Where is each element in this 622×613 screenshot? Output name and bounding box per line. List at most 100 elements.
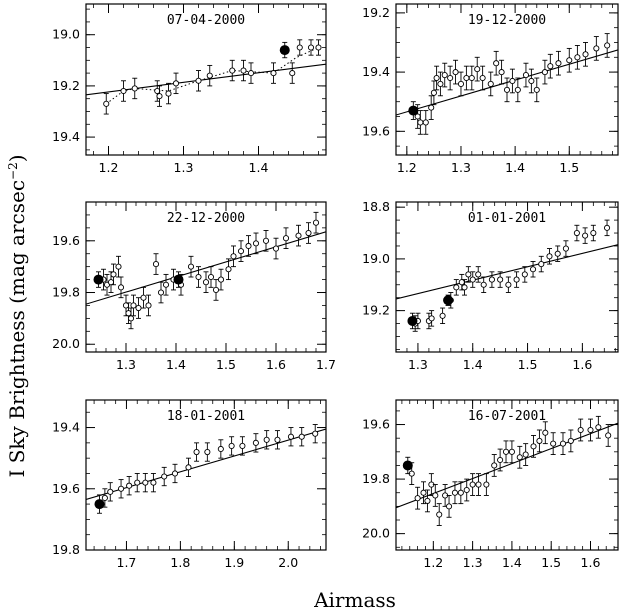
marker-open — [480, 281, 487, 288]
data-point — [162, 273, 170, 296]
marker-filled — [94, 499, 105, 510]
marker-open — [542, 429, 549, 436]
data-point — [110, 263, 117, 286]
data-point — [603, 219, 611, 237]
data-point — [145, 294, 152, 317]
marker-open — [453, 284, 460, 291]
marker-open — [513, 276, 520, 283]
data-point — [541, 59, 548, 85]
data-point — [546, 248, 553, 265]
marker-filled — [408, 105, 419, 116]
marker-open — [204, 448, 211, 456]
data-point — [229, 59, 236, 82]
marker-open — [134, 479, 141, 486]
data-point — [252, 433, 259, 453]
data-point — [161, 466, 168, 487]
data-point — [465, 266, 472, 283]
marker-open — [475, 271, 482, 278]
data-point — [298, 427, 305, 447]
x-axis-label: Airmass — [313, 588, 396, 612]
marker-open — [554, 250, 561, 257]
marker-open — [172, 80, 180, 87]
marker-open — [107, 488, 114, 495]
data-point-filled — [173, 271, 184, 288]
data-point — [457, 481, 464, 505]
data-point — [439, 307, 446, 325]
data-point-filled — [408, 101, 419, 120]
data-point — [433, 65, 440, 91]
marker-open — [237, 248, 245, 255]
panel-frame — [85, 399, 327, 551]
data-point — [272, 237, 280, 260]
marker-open — [117, 284, 125, 291]
data-point — [252, 232, 260, 255]
data-point — [498, 59, 505, 85]
dotted-line — [106, 47, 319, 105]
marker-open — [562, 245, 569, 252]
marker-open — [161, 473, 168, 480]
y-axis-label: I Sky Brightness (mag arcsec−2) — [5, 154, 29, 477]
y-tick-label: 19.0 — [52, 27, 80, 42]
fit-line — [86, 231, 326, 305]
marker-open — [187, 263, 195, 270]
marker-open — [140, 294, 147, 301]
data-point — [521, 266, 528, 283]
data-point — [432, 484, 439, 507]
panel-title: 19-12-2000 — [468, 13, 546, 28]
data-point — [451, 481, 458, 505]
marker-open — [157, 289, 165, 296]
marker-open — [252, 439, 259, 446]
marker-open — [528, 77, 535, 85]
data-point — [118, 479, 125, 499]
panel-1: 1.2 1.3 1.4 19.0 19.2 19.4 07-04-2000 — [52, 3, 327, 175]
data-point — [550, 432, 557, 455]
panel-3: 1.3 1.4 1.5 1.6 1.7 19.6 19.8 20.0 22-12-2000 — [52, 201, 336, 372]
panel-title: 18-01-2001 — [167, 409, 245, 424]
data-point — [312, 424, 319, 444]
data-point — [522, 443, 529, 466]
marker-open — [509, 77, 516, 85]
marker-open — [240, 67, 247, 74]
panel-title: 01-01-2001 — [468, 211, 546, 226]
data-point — [237, 240, 245, 262]
marker-open — [122, 302, 130, 309]
marker-open — [127, 315, 135, 322]
panel-plot-area — [86, 39, 326, 115]
data-point — [491, 454, 498, 477]
marker-open — [125, 310, 132, 317]
data-point — [480, 276, 487, 293]
data-point — [447, 65, 454, 91]
y-tick-label: 19.8 — [52, 285, 80, 300]
data-point — [239, 436, 246, 456]
y-tick-label: 19.6 — [52, 481, 80, 496]
marker-open — [559, 440, 567, 447]
data-point — [516, 445, 523, 469]
x-tick-label: 1.4 — [249, 160, 269, 175]
x-tick-label: 1.2 — [99, 160, 119, 175]
marker-filled — [443, 295, 454, 306]
marker-open — [414, 495, 421, 502]
y-axis-label-close: ) — [5, 154, 29, 162]
marker-open — [474, 66, 481, 73]
marker-open — [101, 494, 108, 502]
data-point-filled — [402, 456, 413, 475]
marker-open — [603, 224, 611, 231]
data-point — [195, 70, 202, 92]
marker-open — [522, 72, 530, 79]
marker-open — [566, 57, 573, 64]
x-tick-label: 1.3 — [463, 555, 483, 570]
data-point — [289, 62, 296, 84]
data-point — [582, 227, 589, 244]
data-point — [140, 286, 147, 309]
data-point — [577, 418, 584, 442]
x-tick-label: 1.4 — [463, 357, 483, 372]
marker-open — [315, 44, 322, 51]
y-tick-label: 20.0 — [362, 526, 390, 541]
data-point — [152, 253, 160, 275]
data-point — [536, 429, 543, 453]
marker-open — [488, 276, 495, 283]
marker-open — [312, 219, 320, 226]
data-point — [165, 82, 172, 105]
data-point — [554, 245, 561, 262]
marker-open — [463, 74, 470, 82]
